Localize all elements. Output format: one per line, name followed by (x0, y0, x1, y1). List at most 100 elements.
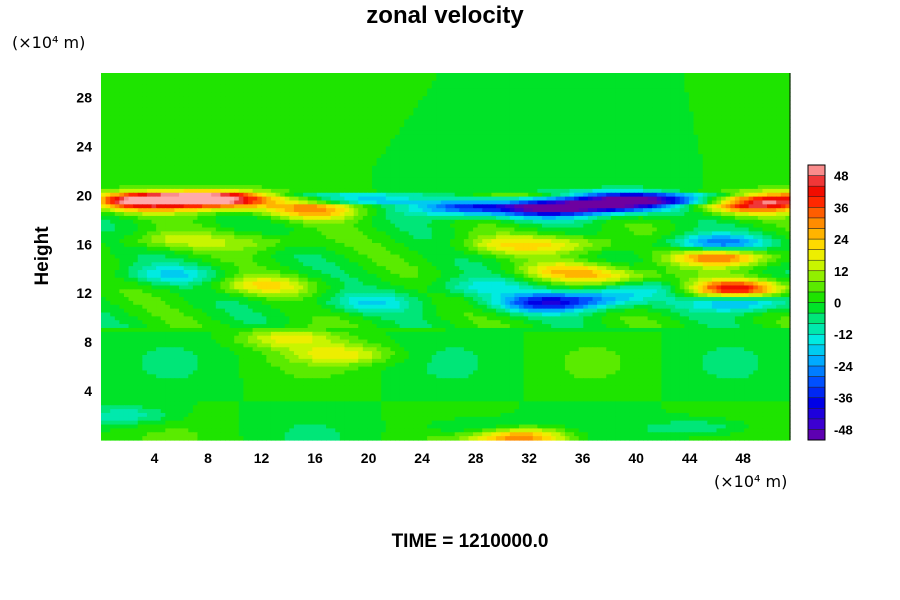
field-cell (417, 130, 424, 136)
field-cell (707, 161, 713, 167)
field-cell (215, 154, 222, 159)
field-cell (381, 73, 387, 78)
field-cell (546, 92, 552, 97)
field-cell (105, 115, 111, 120)
field-cell (757, 92, 764, 97)
field-cell (188, 100, 194, 105)
field-cell (693, 188, 699, 194)
field-cell (652, 146, 658, 151)
field-cell (330, 154, 336, 159)
field-cell (105, 111, 111, 117)
field-cell (197, 138, 203, 144)
field-cell (381, 161, 387, 167)
field-cell (307, 177, 313, 182)
field-cell (633, 157, 640, 163)
field-cell (771, 88, 777, 93)
field-cell (399, 119, 405, 124)
field-cell (293, 192, 300, 198)
field-cell (390, 188, 396, 194)
field-cell (344, 196, 350, 202)
field-cell (234, 115, 240, 120)
field-cell (206, 103, 212, 109)
field-cell (771, 92, 777, 97)
field-cell (330, 150, 336, 155)
field-cell (564, 142, 571, 147)
field-cell (422, 76, 428, 82)
field-cell (477, 103, 483, 109)
field-cell (551, 177, 557, 182)
field-cell (197, 192, 203, 198)
field-cell (578, 100, 584, 105)
field-cell (119, 169, 125, 175)
field-cell (422, 84, 428, 90)
field-cell (597, 146, 603, 151)
field-cell (266, 103, 272, 109)
field-cell (234, 96, 240, 101)
field-cell (753, 181, 759, 186)
field-cell (574, 92, 580, 97)
field-cell (665, 150, 672, 155)
field-cell (404, 177, 410, 182)
field-cell (551, 192, 557, 198)
field-cell (247, 157, 254, 163)
field-cell (110, 111, 116, 117)
field-cell (183, 80, 189, 86)
field-cell (505, 173, 511, 178)
field-cell (211, 165, 217, 171)
field-cell (450, 96, 456, 101)
field-cell (597, 80, 603, 86)
field-cell (721, 196, 727, 202)
field-cell (725, 138, 731, 144)
field-cell (688, 111, 695, 117)
field-cell (702, 134, 708, 140)
field-cell (688, 169, 695, 175)
field-cell (358, 119, 364, 124)
field-cell (606, 96, 612, 101)
field-cell (652, 157, 658, 163)
field-cell (551, 165, 557, 171)
field-cell (307, 92, 313, 97)
field-cell (312, 84, 318, 90)
field-cell (238, 103, 244, 109)
field-cell (372, 134, 378, 140)
field-cell (753, 107, 759, 113)
field-cell (137, 134, 143, 140)
field-cell (629, 84, 635, 90)
field-cell (643, 76, 649, 82)
field-cell (528, 103, 534, 109)
field-cell (156, 119, 162, 124)
field-cell (574, 130, 580, 136)
field-cell (505, 185, 511, 190)
field-cell (711, 181, 718, 186)
field-cell (518, 196, 525, 202)
field-cell (362, 138, 369, 144)
field-cell (730, 103, 736, 109)
field-cell (128, 103, 134, 109)
field-cell (597, 107, 603, 113)
field-cell (280, 142, 286, 147)
field-cell (399, 103, 405, 109)
field-cell (629, 115, 635, 120)
field-cell (647, 150, 653, 155)
field-cell (643, 157, 649, 163)
field-cell (385, 127, 391, 132)
field-cell (367, 150, 373, 155)
field-cell (114, 88, 120, 93)
field-cell (560, 177, 566, 182)
field-cell (133, 169, 139, 175)
field-cell (270, 92, 277, 97)
field-cell (491, 150, 497, 155)
field-cell (431, 157, 437, 163)
field-cell (473, 103, 479, 109)
field-cell (137, 84, 143, 90)
field-cell (321, 127, 327, 132)
field-cell (665, 169, 672, 175)
field-cell (326, 84, 332, 90)
field-cell (615, 92, 621, 97)
field-cell (532, 196, 538, 202)
field-cell (620, 185, 626, 190)
field-cell (211, 177, 217, 182)
field-cell (647, 177, 653, 182)
field-cell (491, 123, 497, 128)
field-cell (679, 185, 685, 190)
